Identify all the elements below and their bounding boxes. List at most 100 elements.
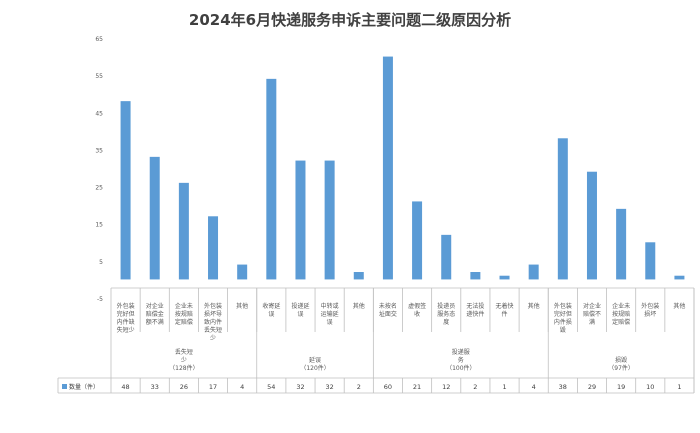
value-label: 10 <box>646 383 654 391</box>
bar <box>645 242 656 280</box>
y-tick-label: 45 <box>95 110 103 117</box>
category-label: 误 <box>327 318 333 326</box>
category-label: 少 <box>210 335 216 342</box>
category-label: 损坏 <box>644 310 656 318</box>
category-label: 其他 <box>528 302 540 310</box>
category-label: 虚假签 <box>408 302 426 310</box>
category-label: 毁 <box>560 326 566 334</box>
value-label: 4 <box>532 383 536 391</box>
category-label: 完好但 <box>117 310 135 318</box>
group-label: （100件） <box>446 364 475 372</box>
category-label: 赔偿金 <box>146 310 164 318</box>
category-label: 丢失短 <box>204 326 222 334</box>
bar <box>382 56 393 280</box>
category-label: 损坏导 <box>204 310 222 318</box>
category-label: 其他 <box>673 302 685 310</box>
category-label: 完好但 <box>554 310 572 318</box>
bars <box>120 56 685 280</box>
category-label: 定赔偿 <box>612 318 630 326</box>
y-tick-label: 25 <box>95 185 103 192</box>
legend-swatch <box>62 384 67 389</box>
group-label: （97件） <box>608 364 634 372</box>
bar <box>412 201 423 280</box>
bar <box>528 264 539 280</box>
bar <box>266 78 277 280</box>
category-label: 投递员 <box>437 302 455 310</box>
y-tick-label: -5 <box>97 296 103 303</box>
bar <box>295 160 306 280</box>
category-label: 企业未 <box>612 302 630 310</box>
value-label: 12 <box>442 383 450 391</box>
value-label: 2 <box>473 383 477 391</box>
bar <box>353 272 364 280</box>
category-label: 企业未 <box>175 302 193 310</box>
value-label: 19 <box>617 383 625 391</box>
y-tick-label: 55 <box>95 73 103 80</box>
group-label: 损毁 <box>615 356 627 364</box>
bar <box>120 101 131 280</box>
category-label: 误 <box>268 310 274 318</box>
category-label: 外包装 <box>641 302 659 310</box>
y-tick-label: 65 <box>95 36 103 43</box>
group-label: 少 <box>181 357 187 364</box>
y-axis: -5 5 15 25 35 45 55 65 <box>95 36 103 303</box>
category-label: 服务态 <box>437 310 455 318</box>
bar <box>237 264 248 280</box>
bar <box>557 138 568 280</box>
bar <box>470 272 481 280</box>
category-label: 其他 <box>353 302 365 310</box>
category-label: 投递延 <box>291 302 309 310</box>
group-label: 务 <box>458 356 464 364</box>
value-label: 33 <box>151 383 159 391</box>
category-label: 收寄延 <box>262 302 280 310</box>
category-label: 按规赔 <box>612 310 630 318</box>
category-label: 额不满 <box>146 318 164 326</box>
group-label: （128件） <box>169 364 198 372</box>
bar <box>586 171 597 280</box>
category-label: 对企业 <box>583 302 601 310</box>
bar <box>208 216 219 280</box>
category-label: 致内件 <box>204 318 222 326</box>
value-label: 54 <box>267 383 275 391</box>
value-label: 38 <box>559 383 567 391</box>
category-label: 定赔偿 <box>175 318 193 326</box>
category-label: 度 <box>443 318 449 326</box>
y-tick-label: 15 <box>95 222 103 229</box>
chart-title: 2024年6月快递服务申诉主要问题二级原因分析 <box>189 11 511 29</box>
category-label: 满 <box>589 318 595 326</box>
category-label: 对企业 <box>146 302 164 310</box>
group-label: 丢失短 <box>175 348 193 356</box>
group-label: （120件） <box>300 364 329 372</box>
value-label: 1 <box>677 383 681 391</box>
category-label: 外包装 <box>554 302 572 310</box>
value-label: 26 <box>180 383 188 391</box>
bar <box>441 234 452 280</box>
bar <box>674 275 685 280</box>
value-label: 32 <box>325 383 333 391</box>
value-label: 1 <box>502 383 506 391</box>
category-label: 件 <box>502 310 508 318</box>
value-label: 2 <box>357 383 361 391</box>
bar <box>178 182 189 280</box>
category-label: 其他 <box>236 302 248 310</box>
category-label: 赔偿不 <box>583 310 601 318</box>
y-tick-label: 5 <box>99 259 103 266</box>
value-label: 21 <box>413 383 421 391</box>
category-label: 未按名 <box>379 302 397 310</box>
bar <box>499 275 510 280</box>
category-label: 内件缺 <box>117 318 135 326</box>
value-label: 48 <box>121 383 129 391</box>
category-label: 址面交 <box>379 310 397 318</box>
category-label: 外包装 <box>117 302 135 310</box>
legend-label: 数量（件） <box>69 383 99 391</box>
bar <box>324 160 335 280</box>
value-label: 60 <box>384 383 392 391</box>
value-label: 17 <box>209 383 217 391</box>
group-label: 延误 <box>309 356 321 364</box>
bar <box>149 156 160 280</box>
category-label: 无法投 <box>466 302 484 310</box>
category-label: 运输延 <box>321 310 339 318</box>
category-label: 内件损 <box>554 318 572 326</box>
